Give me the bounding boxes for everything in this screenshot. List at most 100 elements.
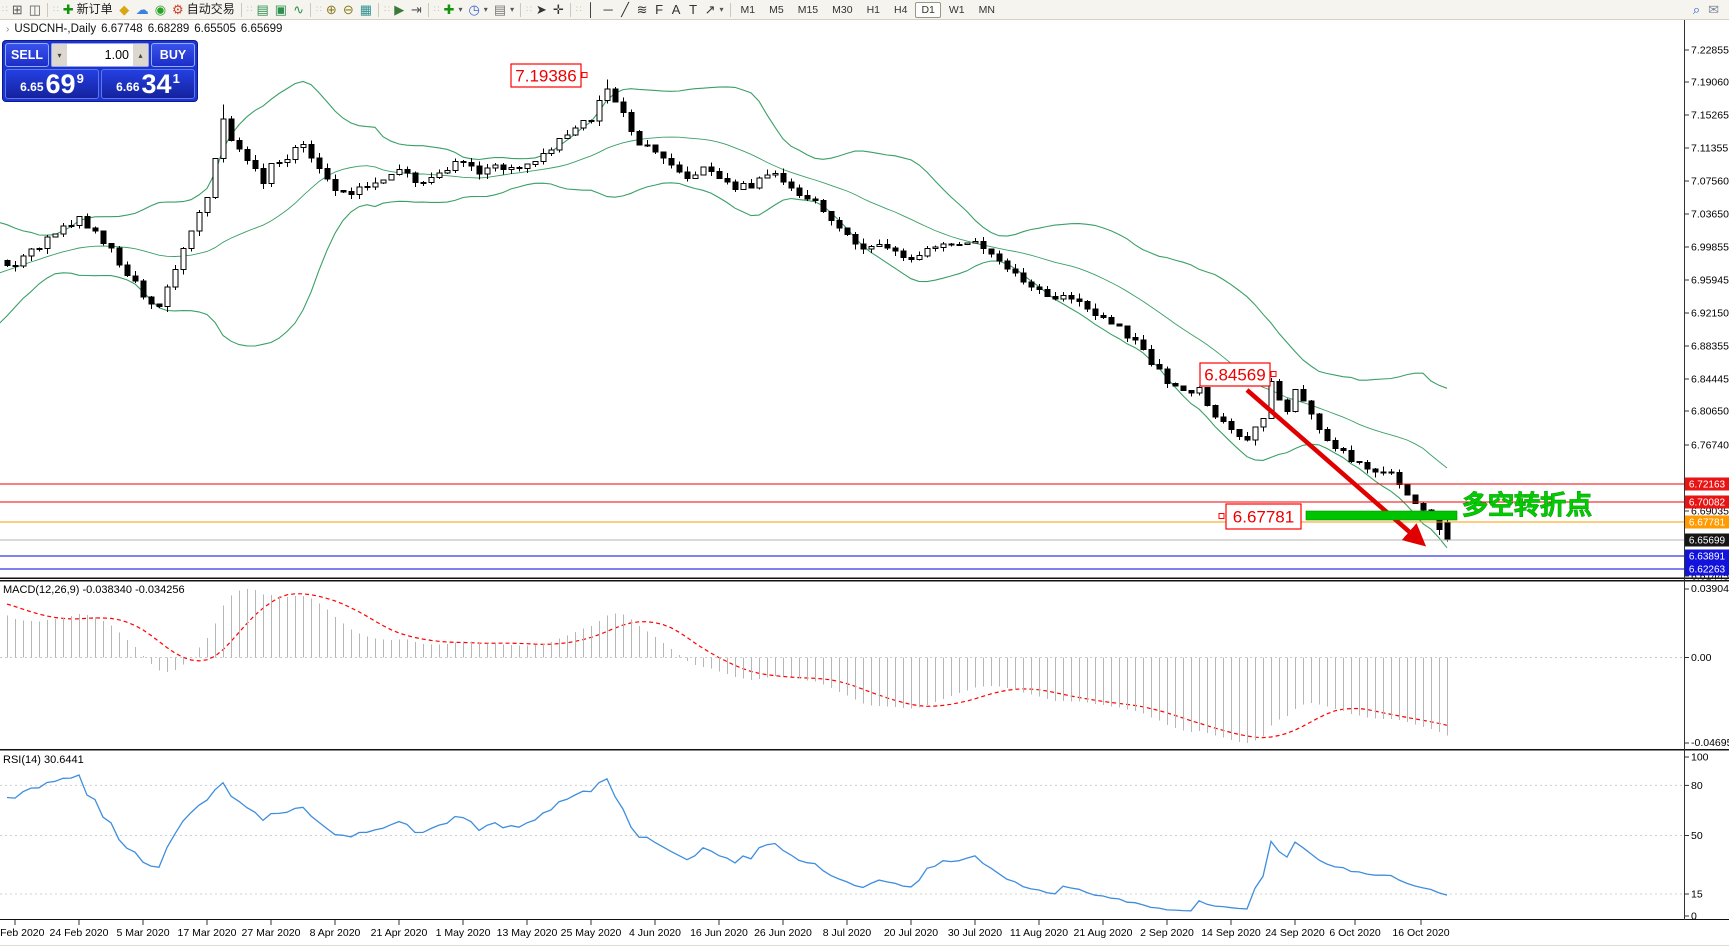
drawing-objects[interactable]: 多空转折点 xyxy=(1245,388,1593,547)
line-chart-button[interactable]: ∿ xyxy=(290,1,307,18)
crosshair-button[interactable]: ✛ xyxy=(550,1,567,18)
equidistant-channel-button[interactable]: ≋ xyxy=(634,1,651,18)
buy-price-display[interactable]: 6.66 34 1 xyxy=(101,69,195,99)
timeframe-m15-button[interactable]: M15 xyxy=(792,2,824,18)
text-button[interactable]: A xyxy=(668,1,685,18)
timeframe-h4-button[interactable]: H4 xyxy=(888,2,913,18)
sell-price-pips: 69 xyxy=(45,69,76,99)
timeframe-h1-button[interactable]: H1 xyxy=(861,2,886,18)
auto-scroll-button[interactable]: ▶ xyxy=(391,1,408,18)
svg-text:13 May 2020: 13 May 2020 xyxy=(497,927,558,939)
svg-text:8 Jul 2020: 8 Jul 2020 xyxy=(823,927,872,939)
bar-chart-icon: ▤ xyxy=(256,2,269,17)
fibonacci-button[interactable]: F xyxy=(651,1,668,18)
search-icon[interactable]: ⌕ xyxy=(1692,1,1701,17)
text-icon: A xyxy=(671,2,681,17)
svg-text:6.80650: 6.80650 xyxy=(1691,406,1729,418)
toolbar-separator xyxy=(569,2,571,17)
zoom-in-icon: ⊕ xyxy=(325,2,337,17)
timeframe-m5-button[interactable]: M5 xyxy=(763,2,790,18)
price-annotation[interactable]: 6.84569 xyxy=(1199,362,1277,387)
volume-increase-button[interactable]: ▴ xyxy=(133,44,148,66)
periods-button[interactable]: ◷ ▾ xyxy=(465,1,490,18)
new-chart-button[interactable]: ⊞ xyxy=(9,1,26,18)
svg-text:16 Jun 2020: 16 Jun 2020 xyxy=(690,927,748,939)
svg-text:12 Feb 2020: 12 Feb 2020 xyxy=(0,927,45,939)
date-axis: 12 Feb 2020 24 Feb 2020 5 Mar 2020 17 Mar 2… xyxy=(0,920,1729,946)
price-annotation[interactable]: 6.67781 xyxy=(1218,503,1302,530)
main-toolbar: ∷ ⊞ ◫ ∷ ✚ 新订单 ◆ ☁ ◉ ⚙ 自动交易 ∷ ▤ ▣ ∿ ∷ ⊕ ⊖ ▦ ∷ ▶ ⇥ ∷ ✚ ▾ ◷ ▾ ▤ ▾ ∷ ➤ ✛ ∷ │ ─… xyxy=(0,0,1729,20)
new-order-button[interactable]: ✚ 新订单 xyxy=(60,1,116,18)
toolbar-separator xyxy=(240,2,242,17)
volume-decrease-button[interactable]: ▾ xyxy=(52,44,67,66)
toolbar-separator xyxy=(520,2,522,17)
svg-text:6.88355: 6.88355 xyxy=(1691,341,1729,353)
sell-button[interactable]: SELL xyxy=(5,43,49,67)
horizontal-level-lines[interactable] xyxy=(0,483,1684,570)
trendline-button[interactable]: ╱ xyxy=(617,1,634,18)
chevron-down-icon: ▾ xyxy=(483,5,488,14)
macd-histogram xyxy=(6,589,1449,743)
svg-text:27 Mar 2020: 27 Mar 2020 xyxy=(242,927,301,939)
autotrading-icon: ⚙ xyxy=(172,2,184,17)
bar-chart-button[interactable]: ▤ xyxy=(253,1,271,18)
timeframe-d1-button[interactable]: D1 xyxy=(915,1,941,18)
auto-scroll-icon: ▶ xyxy=(394,2,405,17)
svg-text:0: 0 xyxy=(1691,911,1697,923)
svg-text:0.039044: 0.039044 xyxy=(1691,583,1729,595)
autotrading-button[interactable]: ⚙ 自动交易 xyxy=(169,1,238,18)
svg-text:6.99855: 6.99855 xyxy=(1691,242,1729,254)
svg-text:6.70082: 6.70082 xyxy=(1689,498,1726,509)
zoom-out-button[interactable]: ⊖ xyxy=(340,1,357,18)
zoom-in-button[interactable]: ⊕ xyxy=(323,1,340,18)
templates-icon: ▤ xyxy=(493,2,507,17)
svg-text:7.07560: 7.07560 xyxy=(1691,176,1729,188)
price-badge xyxy=(1685,533,1729,547)
market-watch-icon: ◫ xyxy=(28,2,42,17)
horizontal-line-icon: ─ xyxy=(603,2,613,17)
turning-point-highlight-bar[interactable] xyxy=(1305,510,1458,521)
svg-text:21 Aug 2020: 21 Aug 2020 xyxy=(1074,927,1133,939)
timeframe-mn-button[interactable]: MN xyxy=(973,2,1001,18)
svg-text:16 Oct 2020: 16 Oct 2020 xyxy=(1392,927,1449,939)
add-indicator-button[interactable]: ✚ ▾ xyxy=(441,1,466,18)
chat-icon[interactable]: ✉ xyxy=(1708,1,1719,17)
tile-windows-button[interactable]: ▦ xyxy=(357,1,375,18)
signals-button[interactable]: ◉ xyxy=(152,1,169,18)
svg-text:8 Apr 2020: 8 Apr 2020 xyxy=(310,927,361,939)
sell-price-display[interactable]: 6.65 69 9 xyxy=(5,69,99,99)
timeframe-m1-button[interactable]: M1 xyxy=(735,2,762,18)
svg-text:30 Jul 2020: 30 Jul 2020 xyxy=(948,927,1002,939)
text-label-button[interactable]: T xyxy=(685,1,702,18)
svg-text:17 Mar 2020: 17 Mar 2020 xyxy=(178,927,237,939)
new-order-icon: ✚ xyxy=(62,2,74,17)
cursor-button[interactable]: ➤ xyxy=(533,1,550,18)
community-button[interactable]: ☁ xyxy=(133,1,152,18)
chevron-down-icon: ▾ xyxy=(719,5,724,14)
svg-text:26 Jun 2020: 26 Jun 2020 xyxy=(754,927,812,939)
buy-price-point: 1 xyxy=(172,71,180,86)
turning-point-label[interactable]: 多空转折点 xyxy=(1462,490,1593,521)
candlestick-chart-icon: ▣ xyxy=(274,2,288,17)
timeframe-w1-button[interactable]: W1 xyxy=(943,2,971,18)
community-icon: ☁ xyxy=(135,2,149,17)
candlestick-chart-button[interactable]: ▣ xyxy=(272,1,290,18)
history-center-icon: ◆ xyxy=(119,2,130,17)
market-watch-button[interactable]: ◫ xyxy=(26,1,44,18)
timeframe-m30-button[interactable]: M30 xyxy=(826,2,858,18)
history-center-button[interactable]: ◆ xyxy=(116,1,133,18)
templates-button[interactable]: ▤ ▾ xyxy=(491,1,517,18)
horizontal-line-button[interactable]: ─ xyxy=(600,1,617,18)
vertical-line-button[interactable]: │ xyxy=(583,1,600,18)
price-annotation[interactable]: 7.19386 xyxy=(510,63,588,88)
arrows-button[interactable]: ↗ ▾ xyxy=(702,1,727,18)
volume-input[interactable] xyxy=(67,44,133,66)
buy-button[interactable]: BUY xyxy=(151,43,195,67)
svg-text:4 Jun 2020: 4 Jun 2020 xyxy=(629,927,681,939)
trendline-icon: ╱ xyxy=(621,2,629,17)
svg-text:6.92150: 6.92150 xyxy=(1691,308,1729,320)
svg-text:6.63891: 6.63891 xyxy=(1689,552,1726,563)
chart-shift-button[interactable]: ⇥ xyxy=(408,1,425,18)
vertical-line-icon: │ xyxy=(587,2,596,17)
